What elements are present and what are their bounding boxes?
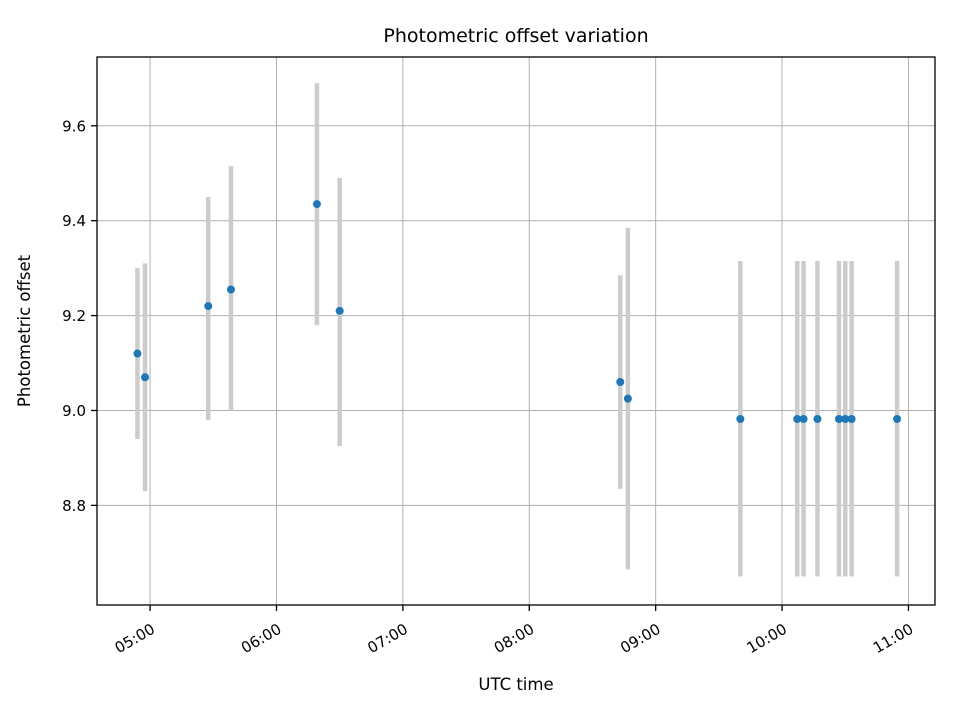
data-point	[799, 415, 808, 424]
data-point	[736, 415, 745, 424]
error-bars	[135, 83, 900, 577]
data-point	[841, 415, 850, 424]
data-point	[893, 415, 902, 424]
data-point	[141, 373, 150, 382]
data-point	[623, 394, 632, 403]
y-axis-label: Photometric offset	[15, 254, 34, 407]
data-point	[335, 306, 344, 315]
x-tick-label: 07:00	[364, 620, 410, 657]
x-tick-label: 10:00	[744, 620, 790, 657]
data-point	[793, 415, 802, 424]
data-point	[847, 415, 856, 424]
data-point	[616, 378, 625, 387]
x-tick-label: 05:00	[112, 620, 158, 657]
grid-lines	[97, 57, 935, 605]
y-tick-label: 9.2	[62, 307, 86, 325]
y-tick-label: 9.4	[62, 212, 86, 230]
x-tick-label: 06:00	[238, 620, 284, 657]
x-axis-label: UTC time	[478, 675, 553, 694]
data-points	[133, 200, 902, 424]
x-tick-label: 11:00	[870, 620, 916, 657]
data-point	[834, 415, 843, 424]
axes-spines	[96, 56, 936, 606]
chart-title: Photometric offset variation	[383, 25, 648, 47]
data-point	[226, 285, 235, 294]
data-point	[312, 200, 321, 209]
plot-border	[96, 56, 936, 606]
y-tick-label: 8.8	[62, 497, 86, 515]
x-tick-label: 08:00	[491, 620, 537, 657]
data-point	[813, 415, 822, 424]
x-tick-label: 09:00	[617, 620, 663, 657]
data-point	[204, 302, 213, 311]
tick-labels: 05:00 06:00 07:00 08:00 09:00 10:00 11:00 8.8 9.…	[62, 117, 916, 657]
y-tick-label: 9.6	[62, 117, 86, 135]
data-point	[133, 349, 142, 358]
tick-marks	[91, 125, 910, 611]
y-tick-label: 9.0	[62, 402, 86, 420]
